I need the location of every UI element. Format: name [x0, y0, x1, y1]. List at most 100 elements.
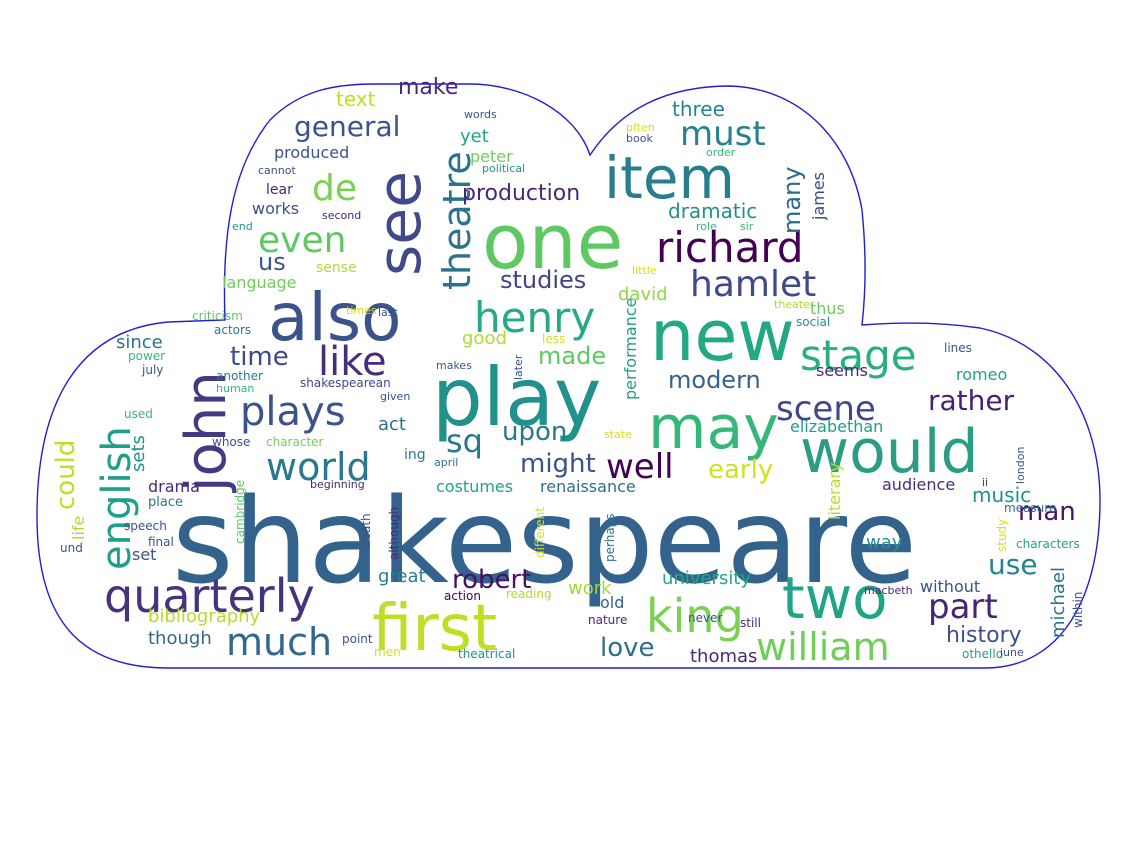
word-part: part [928, 587, 998, 627]
word-language: language [222, 273, 297, 292]
word-use: use [988, 548, 1038, 581]
word-theatrical: theatrical [458, 647, 515, 661]
word-state: state [604, 428, 632, 441]
word-david: david [618, 284, 668, 305]
word-item: item [604, 144, 735, 212]
word-elizabethan: elizabethan [790, 417, 883, 436]
word-new: new [650, 295, 795, 377]
word-order: order [706, 146, 736, 159]
word-und: und [60, 541, 83, 555]
word-ii: ii [982, 476, 988, 489]
word-shakespeare: shakespeare [172, 472, 917, 610]
word-pften: pften [626, 121, 655, 134]
word-less: less [542, 332, 565, 346]
word-play: play [432, 351, 601, 444]
word-action: action [444, 589, 481, 603]
word-still: still [740, 616, 761, 630]
word-man: man [1018, 497, 1076, 527]
word-makes: makes [436, 359, 472, 372]
word-costumes: costumes [436, 477, 513, 496]
word-lear: lear [266, 182, 293, 198]
word-text: text [336, 87, 376, 111]
word-actors: actors [214, 323, 251, 337]
word-henry: henry [474, 293, 595, 342]
word-william: william [756, 625, 890, 669]
word-othello: othello [962, 647, 1003, 661]
word-political: political [482, 162, 525, 175]
word-power: power [128, 349, 165, 363]
word-performance: performance [621, 298, 640, 400]
word-upon: upon [502, 417, 567, 447]
word-james: james [809, 172, 828, 221]
word-sense: sense [316, 260, 357, 276]
word-old: old [600, 593, 624, 612]
word-social: social [796, 315, 830, 329]
word-thomas: thomas [690, 646, 757, 667]
word-hamlet: hamlet [690, 264, 816, 305]
word-quarterly: quarterly [104, 569, 315, 623]
word-like: like [318, 339, 387, 385]
word-lines: lines [944, 341, 972, 355]
word-theatre: theatre [435, 151, 479, 290]
word-love: love [600, 633, 655, 663]
word-act: act [378, 414, 406, 435]
word-study: study [995, 519, 1009, 552]
word-though: though [148, 628, 212, 649]
word-de: de [312, 168, 357, 209]
word-way: way [866, 532, 903, 553]
word-one: one [482, 197, 623, 286]
word-london: london [1014, 447, 1027, 484]
word-shakespearean: shakespearean [300, 376, 391, 390]
word-make: make [398, 75, 458, 100]
word-final: final [148, 535, 174, 549]
word-see: see [365, 171, 435, 276]
word-measure: measure [1004, 501, 1056, 515]
word-production: production [462, 181, 580, 206]
word-sir: sir [740, 220, 754, 233]
word-another: another [216, 369, 263, 383]
word-music: music [972, 483, 1031, 507]
word-without: without [920, 577, 980, 596]
word-ing: ing [404, 447, 426, 463]
word-within: within [1071, 592, 1085, 628]
word-peter: peter [470, 147, 513, 166]
word-university: university [662, 568, 751, 589]
word-seems: seems [816, 361, 868, 380]
word-speech: speech [124, 519, 167, 533]
word-given: given [380, 390, 410, 403]
word-romeo: romeo [956, 365, 1007, 384]
word-even: even [258, 220, 346, 261]
word-later: later [512, 354, 525, 380]
word-must: must [680, 114, 766, 154]
word-plays: plays [240, 389, 346, 435]
word-although: although [387, 507, 401, 560]
word-july: july [141, 363, 163, 377]
word-nature: nature [588, 613, 627, 627]
word-death: death [359, 513, 373, 548]
word-work: work [568, 578, 612, 599]
word-perhaps: perhaps [603, 513, 617, 562]
word-different: different [533, 507, 547, 558]
word-yet: yet [460, 126, 489, 147]
word-point: point [342, 632, 373, 646]
word-richard: richard [656, 223, 804, 272]
word-place: place [148, 495, 183, 510]
cloud-outline [36, 83, 1101, 669]
word-role: role [696, 220, 717, 233]
word-three: three [672, 97, 725, 121]
word-little: little [632, 264, 657, 277]
word-human: human [216, 382, 254, 395]
word-john: john [174, 371, 239, 494]
word-much: much [226, 620, 332, 664]
word-first: first [372, 592, 497, 666]
word-would: would [800, 417, 979, 487]
word-end: end [232, 220, 253, 233]
word-many: many [778, 167, 806, 235]
word-made: made [538, 342, 606, 370]
word-could: could [51, 440, 81, 510]
word-set: set [132, 545, 156, 564]
word-never: never [688, 611, 722, 625]
word-studies: studies [500, 266, 586, 294]
word-well: well [606, 447, 674, 487]
